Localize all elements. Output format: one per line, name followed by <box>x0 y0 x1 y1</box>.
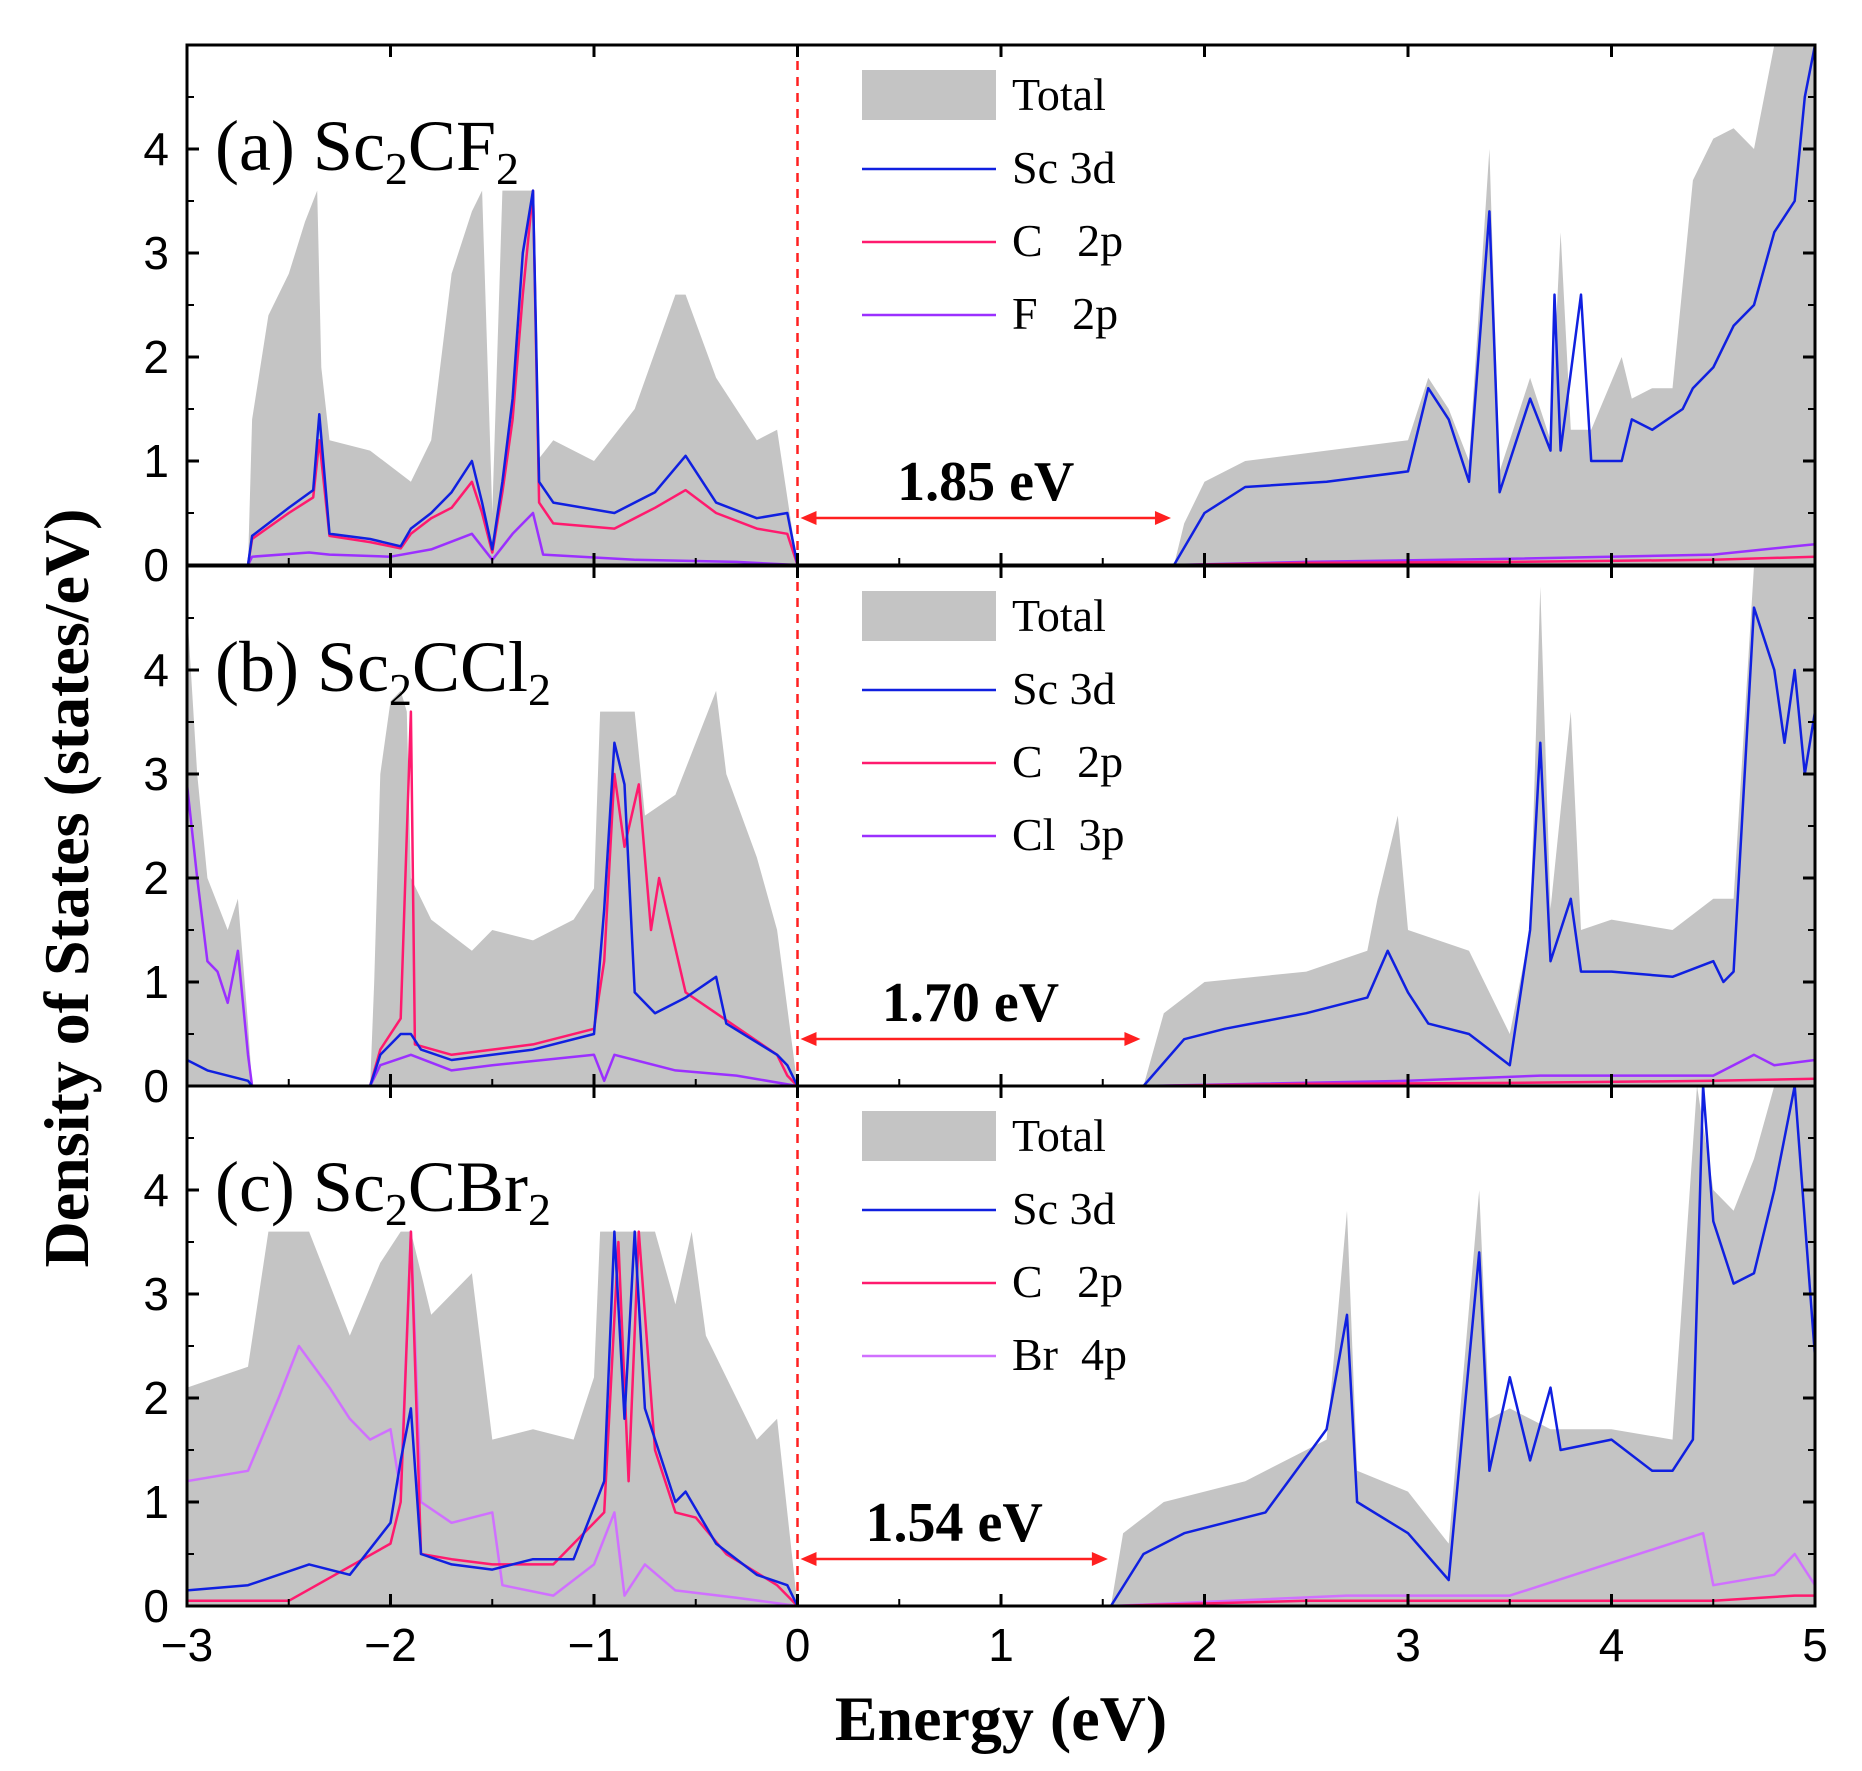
total-dos-area <box>248 45 1815 565</box>
x-tick-label: 1 <box>988 1619 1014 1671</box>
legend-label: C 2p <box>1012 215 1123 266</box>
panel-title-subscript: 2 <box>528 1184 551 1235</box>
panel-title: (a) Sc2CF2 <box>215 106 519 194</box>
y-tick-label: 1 <box>143 956 169 1008</box>
band-gap-label: 1.70 eV <box>882 972 1059 1034</box>
y-tick-label: 2 <box>143 852 169 904</box>
panel-title-part: CF <box>408 106 496 186</box>
x-tick-label: 5 <box>1802 1619 1828 1671</box>
legend-label: Br 4p <box>1012 1329 1127 1380</box>
legend-label: Sc 3d <box>1012 663 1116 714</box>
band-gap-label: 1.85 eV <box>897 451 1074 513</box>
panel-title-subscript: 2 <box>496 143 519 194</box>
legend-label: C 2p <box>1012 1256 1123 1307</box>
x-tick-label: 3 <box>1395 1619 1421 1671</box>
sc3d-pdos-line <box>187 1086 1815 1606</box>
c2p-pdos-line <box>187 710 1815 1086</box>
panel-title-part: (c) Sc <box>215 1147 385 1227</box>
x-tick-label: −3 <box>161 1619 213 1671</box>
x-tick-label: −1 <box>568 1619 620 1671</box>
x-tick-label: 0 <box>785 1619 811 1671</box>
legend-label: Total <box>1012 1110 1106 1161</box>
panel-title-part: CBr <box>408 1147 528 1227</box>
panel-title-subscript: 2 <box>385 143 408 194</box>
gap-arrow-head-left <box>800 1552 817 1566</box>
legend-label: Cl 3p <box>1012 809 1124 860</box>
sc3d-pdos-line <box>246 45 1815 565</box>
legend-label: Total <box>1012 590 1106 641</box>
gap-arrow-head-right <box>1091 1552 1108 1566</box>
x-pdos-line <box>187 784 1815 1086</box>
gap-arrow-head-left <box>800 1032 817 1046</box>
y-tick-label: 0 <box>143 1060 169 1112</box>
y-tick-label: 1 <box>143 1476 169 1528</box>
panel-title-subscript: 2 <box>528 664 551 715</box>
y-tick-label: 2 <box>143 1372 169 1424</box>
legend-label: C 2p <box>1012 736 1123 787</box>
legend-label: Sc 3d <box>1012 1183 1116 1234</box>
gap-arrow-head-right <box>1154 511 1171 525</box>
y-tick-label: 0 <box>143 539 169 591</box>
gap-arrow-head-left <box>800 511 817 525</box>
total-dos-area <box>187 1086 1815 1606</box>
panel-title: (b) Sc2CCl2 <box>215 627 551 715</box>
panel-title-part: (a) Sc <box>215 106 385 186</box>
panel-title-part: (b) Sc <box>215 627 389 707</box>
y-tick-label: 2 <box>143 331 169 383</box>
y-tick-label: 0 <box>143 1580 169 1632</box>
x-pdos-line <box>246 511 1815 565</box>
x-pdos-line <box>187 1230 1815 1606</box>
total-dos-area <box>187 566 1815 1086</box>
plot-area <box>187 566 1815 1086</box>
panel-title-subscript: 2 <box>385 1184 408 1235</box>
y-tick-label: 4 <box>143 1164 169 1216</box>
panel-title-part: CCl <box>412 627 528 707</box>
plot-area <box>246 45 1815 565</box>
legend-swatch-total <box>862 1111 996 1161</box>
y-axis-title: Density of States (states/eV) <box>31 509 102 1268</box>
x-tick-label: 2 <box>1192 1619 1218 1671</box>
x-tick-label: 4 <box>1599 1619 1625 1671</box>
legend-label: F 2p <box>1012 288 1118 339</box>
y-tick-label: 4 <box>143 644 169 696</box>
y-tick-label: 3 <box>143 227 169 279</box>
legend-swatch-total <box>862 70 996 120</box>
y-tick-label: 4 <box>143 123 169 175</box>
band-gap-label: 1.54 eV <box>866 1492 1043 1554</box>
x-axis-title: Energy (eV) <box>835 1683 1167 1754</box>
gap-arrow-head-right <box>1124 1032 1141 1046</box>
legend-swatch-total <box>862 591 996 641</box>
y-tick-label: 1 <box>143 435 169 487</box>
x-tick-label: −2 <box>364 1619 416 1671</box>
legend-label: Total <box>1012 69 1106 120</box>
panel-title: (c) Sc2CBr2 <box>215 1147 551 1235</box>
sc3d-pdos-line <box>187 606 1815 1086</box>
axes-layer: −3 −2 −1 0 1 2 3 4 5 <box>161 558 1828 1671</box>
legend-label: Sc 3d <box>1012 142 1116 193</box>
y-tick-label: 3 <box>143 748 169 800</box>
panel-title-subscript: 2 <box>389 664 412 715</box>
y-tick-label: 3 <box>143 1268 169 1320</box>
